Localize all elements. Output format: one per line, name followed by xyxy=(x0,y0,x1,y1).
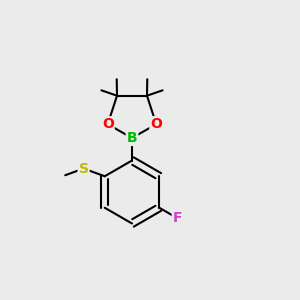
Text: O: O xyxy=(102,117,114,131)
Text: B: B xyxy=(127,131,137,145)
Text: O: O xyxy=(150,117,162,131)
Text: F: F xyxy=(173,211,182,225)
Text: S: S xyxy=(79,162,88,176)
